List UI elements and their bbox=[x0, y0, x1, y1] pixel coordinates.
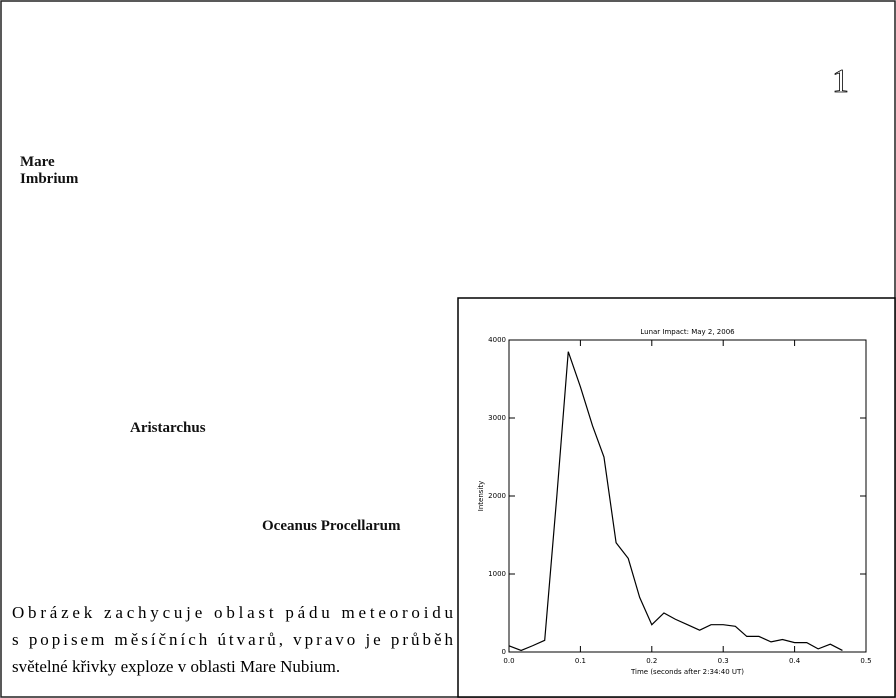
x-tick-label: 0.0 bbox=[503, 657, 514, 665]
feature-label: Aristarchus bbox=[130, 420, 206, 436]
x-tick-label: 0.3 bbox=[718, 657, 729, 665]
feature-label: Mare bbox=[20, 154, 55, 170]
page-number: 1 bbox=[832, 63, 849, 100]
y-tick-label: 3000 bbox=[488, 414, 506, 422]
y-axis-label: Intensity bbox=[477, 481, 485, 511]
x-tick-label: 0.4 bbox=[789, 657, 801, 665]
x-axis-label: Time (seconds after 2:34:40 UT) bbox=[630, 668, 744, 676]
y-tick-label: 4000 bbox=[488, 336, 506, 344]
caption-line: Obrázek zachycuje oblast pádu meteoroidu bbox=[12, 603, 454, 622]
caption-line: s popisem měsíčních útvarů, vpravo je pr… bbox=[12, 630, 454, 649]
chart-title: Lunar Impact: May 2, 2006 bbox=[640, 328, 735, 336]
caption-line: světelné křivky exploze v oblasti Mare N… bbox=[12, 657, 340, 676]
caption: Obrázek zachycuje oblast pádu meteoroidu… bbox=[12, 603, 454, 676]
y-tick-label: 2000 bbox=[488, 492, 506, 500]
chart: Lunar Impact: May 2, 2006 Time (seconds a… bbox=[477, 328, 872, 676]
y-tick-label: 0 bbox=[502, 648, 506, 656]
y-tick-label: 1000 bbox=[488, 570, 506, 578]
x-tick-label: 0.2 bbox=[646, 657, 657, 665]
light-curve bbox=[508, 351, 843, 652]
x-tick-label: 0.5 bbox=[860, 657, 871, 665]
x-tick-label: 0.1 bbox=[575, 657, 586, 665]
caption-box bbox=[8, 598, 456, 692]
chart-panel bbox=[457, 297, 896, 698]
feature-label: Imbrium bbox=[20, 171, 79, 187]
feature-label: Oceanus Procellarum bbox=[262, 518, 401, 534]
